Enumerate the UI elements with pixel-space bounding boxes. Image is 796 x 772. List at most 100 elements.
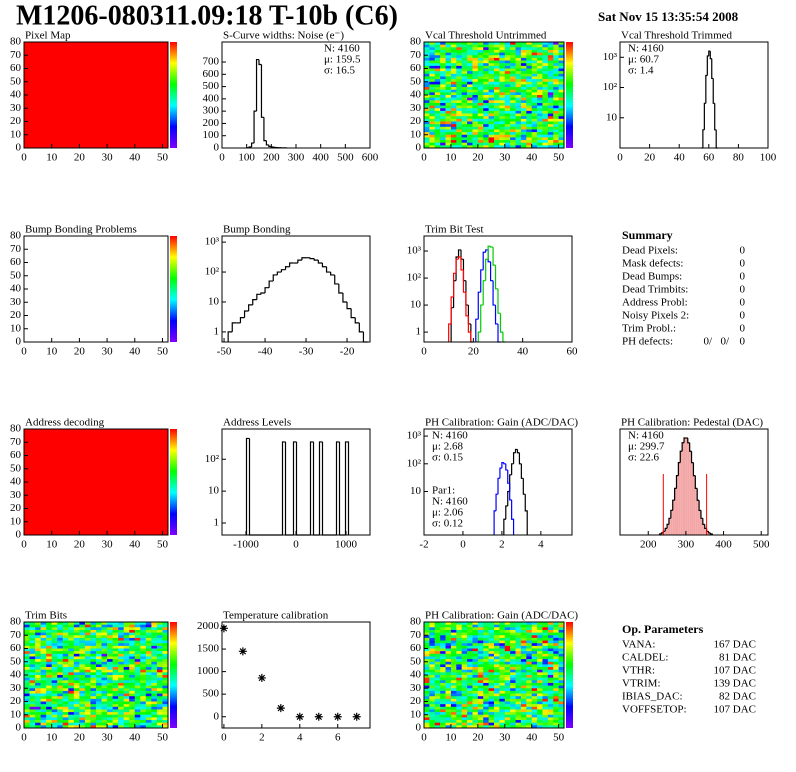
map-cell (526, 648, 532, 652)
map-cell (79, 722, 86, 726)
map-cell (112, 696, 119, 700)
map-cell (424, 79, 430, 83)
map-cell (510, 129, 516, 133)
map-cell (84, 677, 91, 681)
hist-bin (480, 269, 484, 293)
map-cell (531, 132, 538, 136)
map-cell (461, 121, 468, 125)
map-cell (90, 698, 97, 702)
map-cell (504, 712, 511, 716)
map-cell (542, 121, 549, 125)
map-cell (24, 709, 30, 713)
map-cell (553, 667, 559, 670)
map-cell (424, 706, 430, 710)
map-cell (101, 706, 108, 710)
map-cell (440, 57, 446, 61)
map-cell (488, 140, 495, 143)
map-cell (537, 42, 543, 45)
map-cell (450, 704, 457, 708)
map-cell (531, 137, 538, 141)
map-cell (510, 672, 516, 676)
map-cell (477, 47, 484, 51)
map-cell (123, 675, 130, 678)
map-cell (477, 92, 484, 96)
map-cell (51, 696, 58, 700)
map-cell (123, 720, 130, 723)
map-cell (456, 669, 462, 673)
map-cell (73, 659, 80, 663)
map-cell (488, 667, 495, 670)
map-cell (445, 624, 452, 628)
map-cell (510, 134, 516, 138)
map-cell (118, 690, 124, 694)
map-cell (526, 105, 532, 109)
map-cell (445, 693, 452, 697)
map-cell (504, 57, 511, 61)
map-cell (499, 664, 506, 668)
map-cell (461, 92, 468, 96)
map-cell (494, 100, 500, 104)
map-cell (450, 126, 457, 130)
map-cell (461, 669, 468, 673)
map-cell (140, 624, 147, 628)
map-cell (151, 722, 158, 726)
map-cell (477, 624, 484, 628)
map-cell (456, 677, 462, 681)
map-cell (494, 656, 500, 660)
map-cell (424, 52, 430, 56)
map-cell (461, 627, 468, 631)
map-cell (504, 696, 511, 700)
map-cell (504, 105, 511, 109)
map-cell (456, 637, 462, 641)
map-cell (510, 680, 516, 684)
map-cell (558, 659, 565, 663)
map-cell (547, 698, 554, 702)
color-scale (170, 236, 177, 342)
map-cell (483, 640, 489, 644)
map-cell (118, 675, 124, 678)
x-tick-label: 300 (288, 152, 305, 164)
map-cell (107, 632, 113, 636)
map-cell (424, 71, 430, 75)
map-cell (434, 682, 441, 686)
x-tick-label: 1000 (335, 539, 358, 551)
map-cell (467, 677, 473, 681)
map-cell (553, 680, 559, 684)
map-cell (440, 706, 446, 710)
map-cell (526, 672, 532, 676)
map-cell (57, 640, 64, 644)
map-cell (134, 637, 141, 641)
map-cell (558, 137, 565, 141)
map-cell (504, 113, 511, 117)
map-cell (494, 664, 500, 668)
map-cell (151, 701, 158, 705)
map-cell (79, 709, 86, 713)
map-cell (450, 68, 457, 72)
map-cell (467, 73, 473, 77)
map-cell (107, 661, 113, 665)
map-cell (73, 651, 80, 655)
map-cell (445, 55, 452, 59)
map-cell (29, 706, 36, 710)
panel-title: Pixel Map (25, 30, 71, 42)
map-cell (429, 640, 436, 644)
map-cell (40, 659, 47, 663)
map-cell (531, 688, 538, 692)
map-cell (477, 656, 484, 660)
map-cell (140, 714, 147, 718)
map-cell (461, 49, 468, 53)
map-cell (547, 134, 554, 138)
map-cell (553, 105, 559, 109)
map-cell (107, 698, 113, 702)
stats-line: σ: 16.5 (324, 65, 355, 77)
map-cell (504, 682, 511, 686)
map-cell (429, 124, 436, 128)
map-cell (84, 640, 91, 644)
map-cell (24, 651, 30, 655)
map-cell (499, 722, 506, 726)
map-cell (434, 76, 441, 80)
map-cell (156, 685, 163, 689)
map-cell (483, 677, 489, 681)
map-cell (515, 669, 522, 673)
map-cell (542, 704, 549, 708)
